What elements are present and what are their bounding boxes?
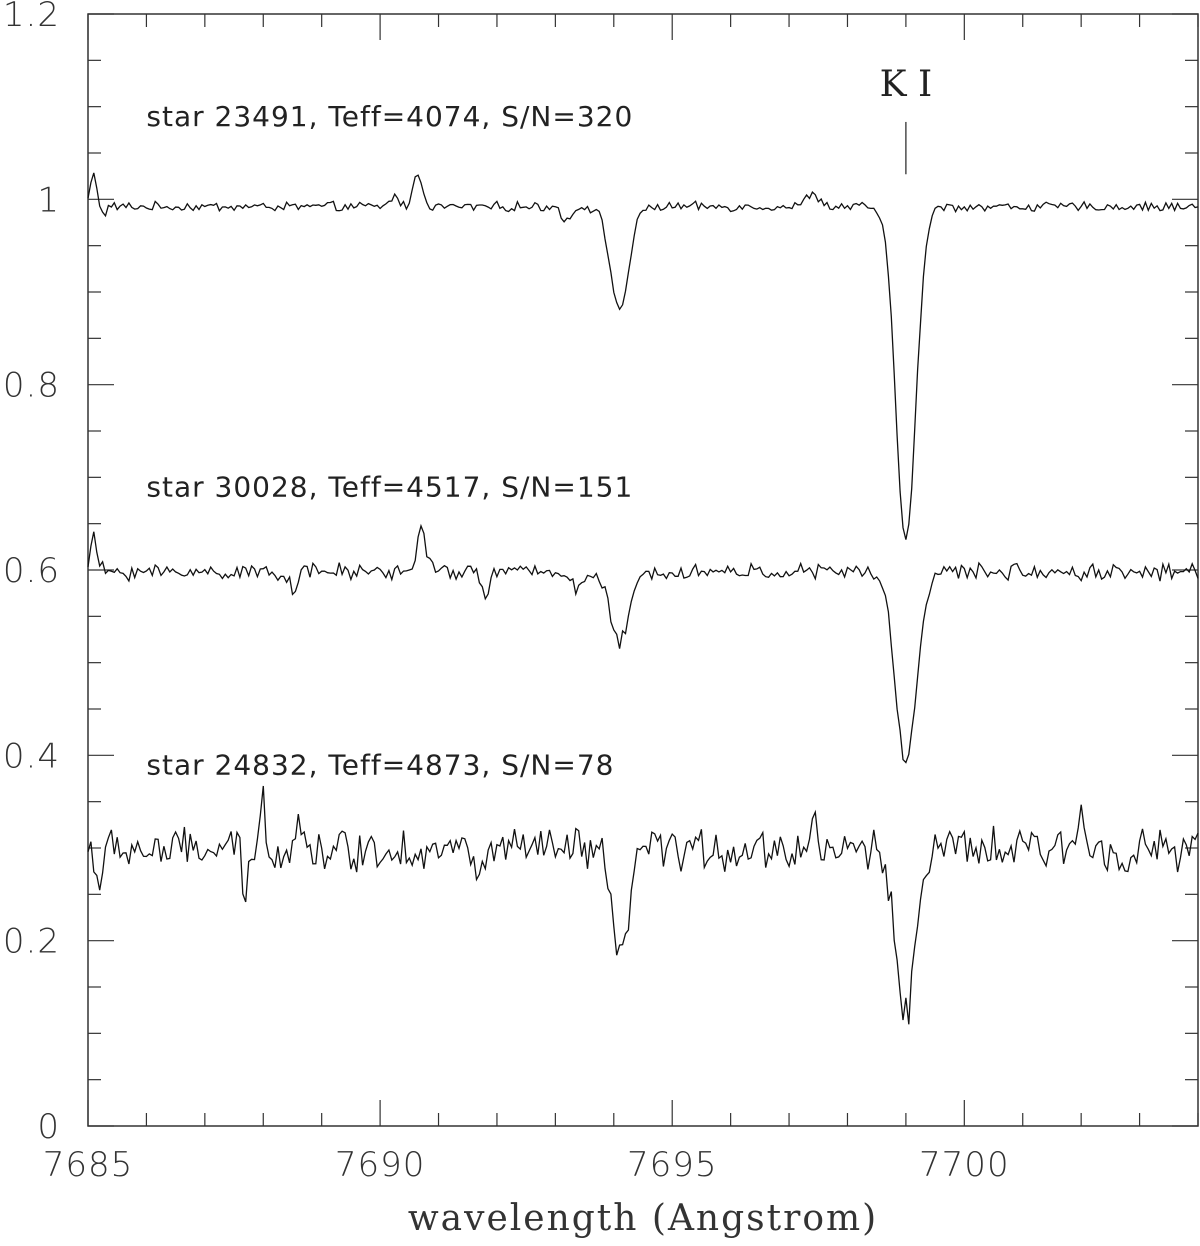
y-tick-label: 0.2 bbox=[3, 922, 60, 962]
spectrum-line bbox=[87, 785, 1199, 1025]
x-tick-label: 7690 bbox=[335, 1145, 426, 1185]
y-tick-label: 0 bbox=[37, 1107, 60, 1147]
annotations: star 23491, Teff=4074, S/N=320 star 30028… bbox=[146, 64, 932, 782]
series-label: star 23491, Teff=4074, S/N=320 bbox=[146, 100, 633, 133]
series-label: star 30028, Teff=4517, S/N=151 bbox=[146, 471, 633, 504]
spectra bbox=[87, 172, 1199, 1025]
spectrum-line bbox=[87, 523, 1199, 764]
x-tick-label: 7685 bbox=[43, 1145, 134, 1185]
y-tick-label: 1.2 bbox=[3, 0, 60, 35]
axis-tick-labels: 7685 7690 7695 7700 0 0.2 0.4 0.6 0.8 1 1.2 bbox=[3, 0, 1010, 1185]
y-tick-label: 0.6 bbox=[3, 551, 60, 591]
y-tick-label: 0.8 bbox=[3, 366, 60, 406]
y-tick-label: 1 bbox=[37, 180, 60, 220]
ki-marker-label: K I bbox=[880, 64, 933, 105]
axis-ticks bbox=[87, 13, 1199, 1127]
x-axis-label: wavelength (Angstrom) bbox=[408, 1198, 878, 1239]
x-tick-label: 7695 bbox=[627, 1145, 718, 1185]
series-label: star 24832, Teff=4873, S/N=78 bbox=[146, 749, 614, 782]
x-tick-label: 7700 bbox=[919, 1145, 1010, 1185]
spectrum-line bbox=[87, 172, 1199, 540]
y-tick-label: 0.4 bbox=[3, 736, 60, 776]
